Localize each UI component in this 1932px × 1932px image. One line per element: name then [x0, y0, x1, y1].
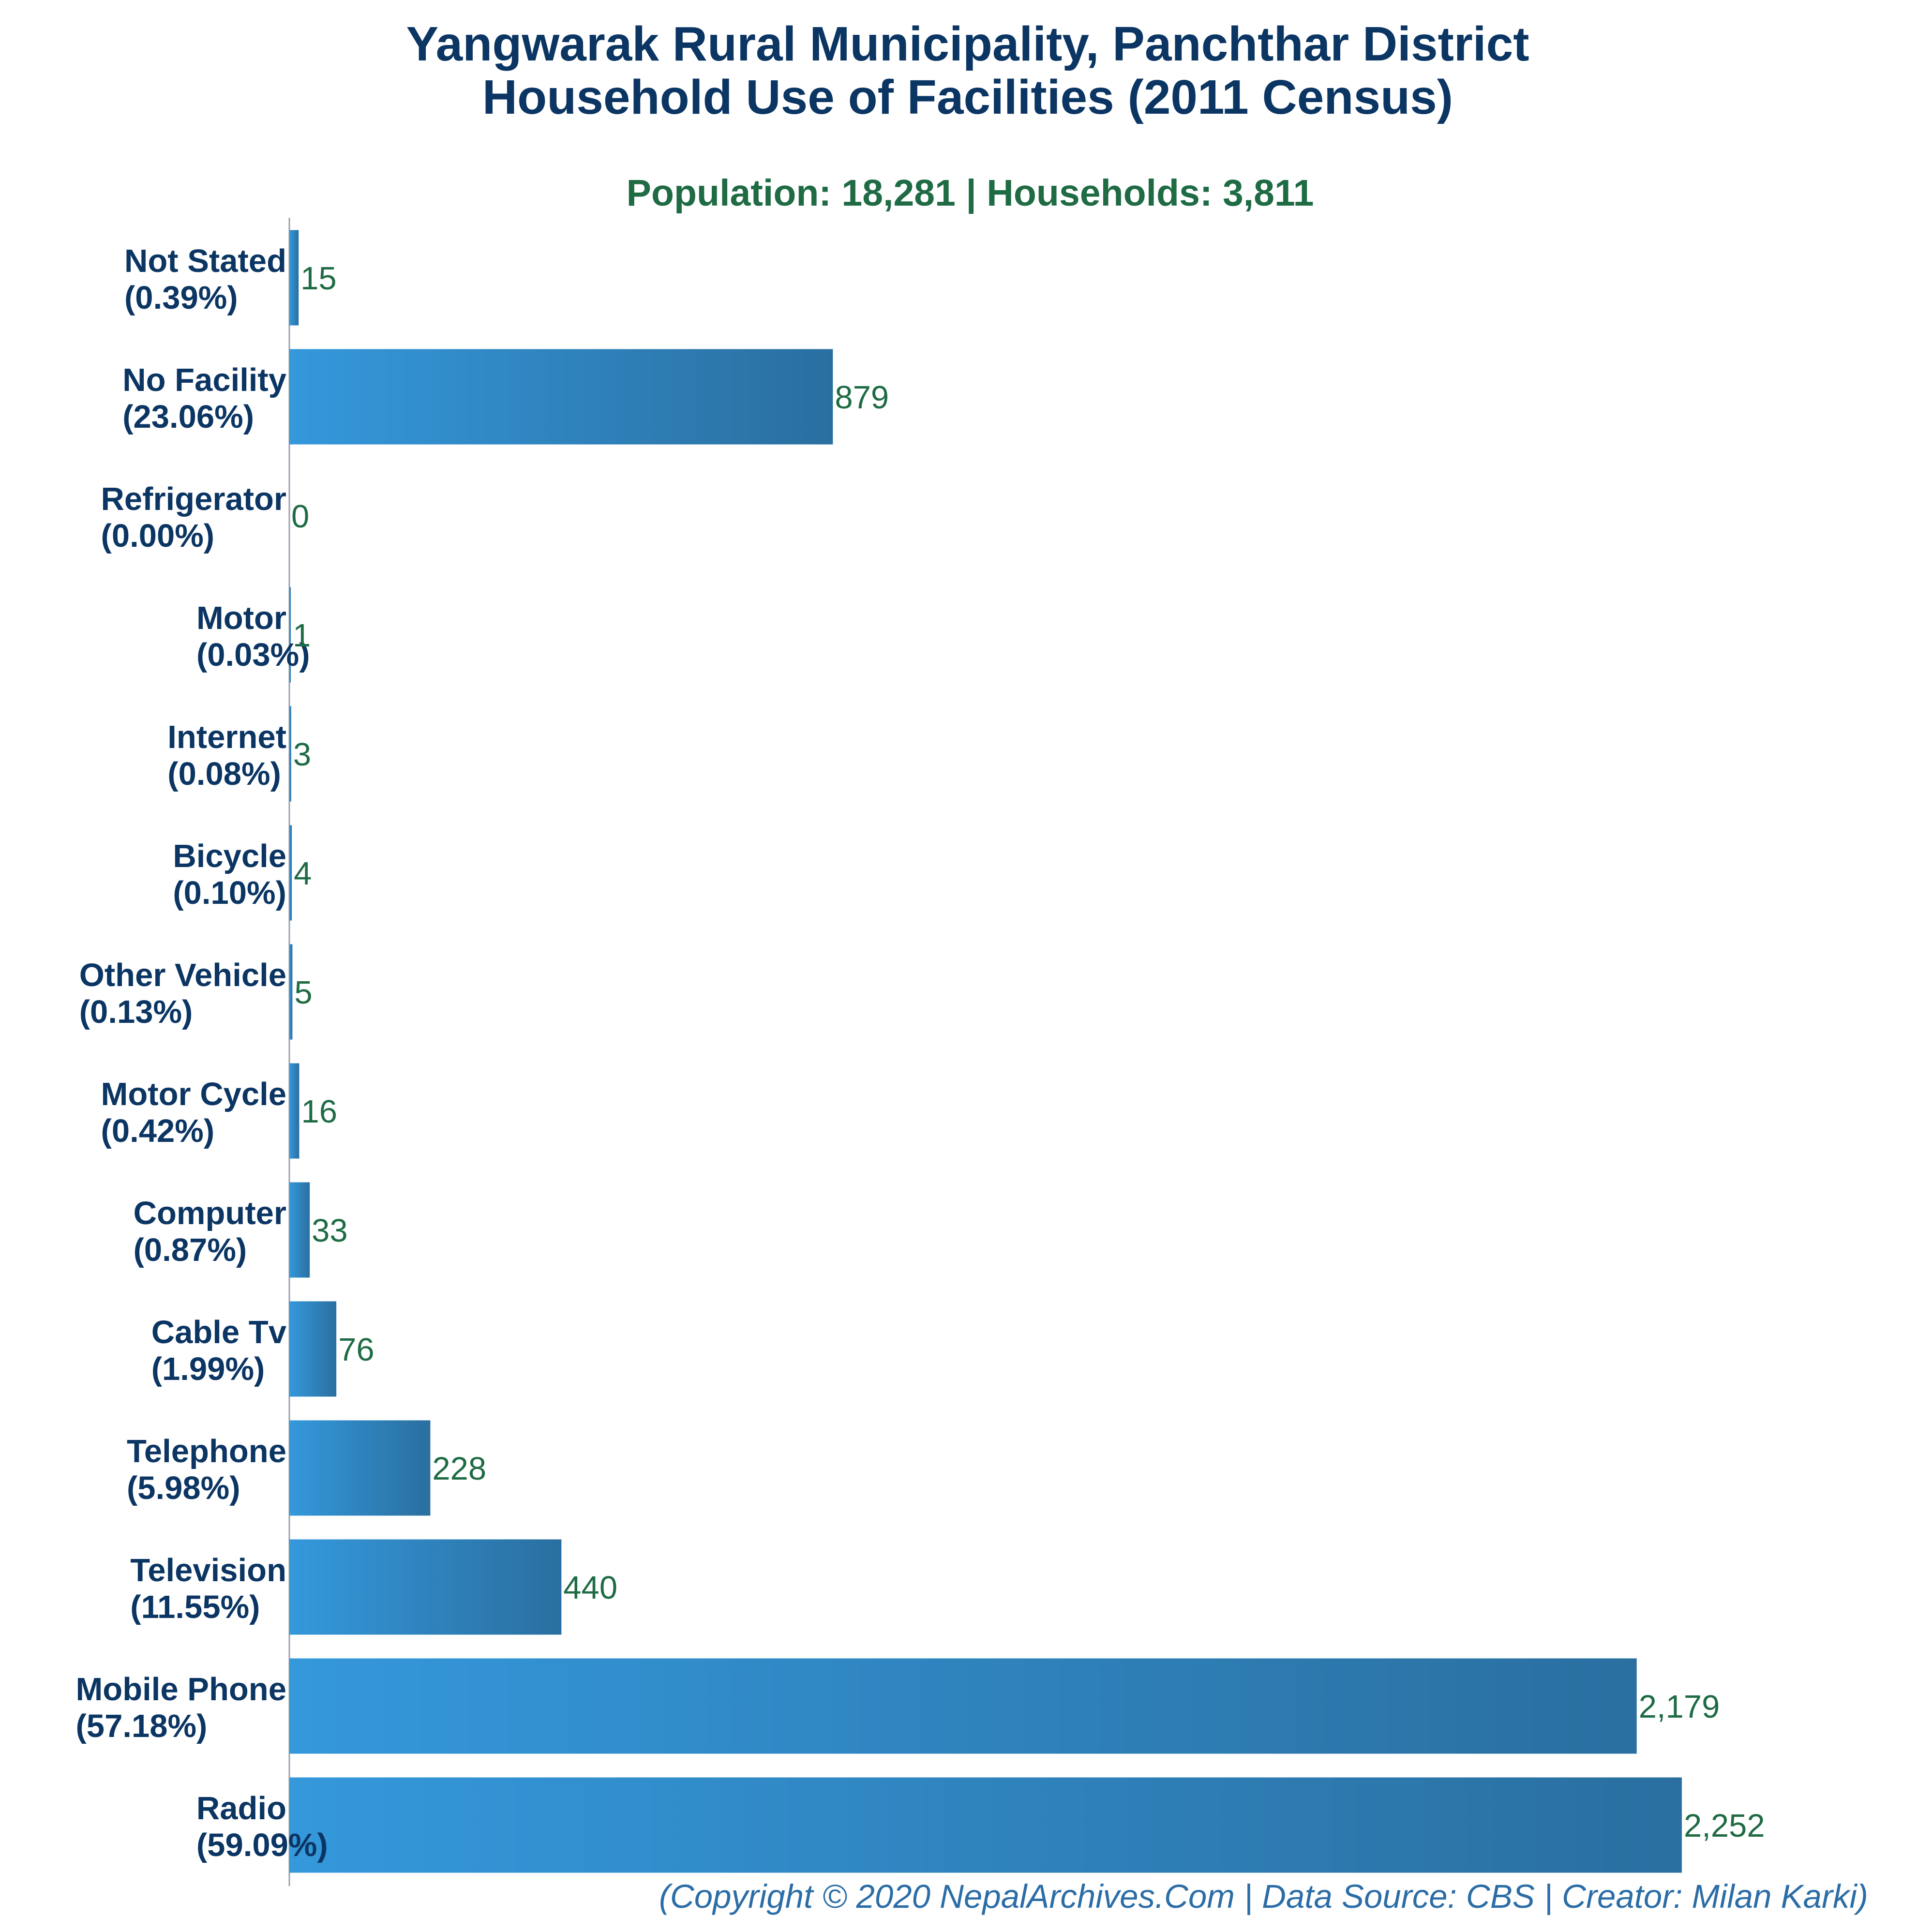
category-label-telephone: Telephone (5.98%)	[127, 1433, 286, 1506]
category-label-other-vehicle: Other Vehicle (0.13%)	[79, 957, 286, 1030]
value-label-refrigerator: 0	[291, 498, 309, 535]
category-name-computer: Computer	[134, 1195, 286, 1231]
value-label-computer: 33	[312, 1213, 348, 1249]
chart-title-line-1: Yangwarak Rural Municipality, Panchthar …	[406, 17, 1529, 71]
category-label-no-facility: No Facility (23.06%)	[122, 362, 286, 435]
category-percent-internet: (0.08%)	[167, 756, 281, 792]
category-percent-telephone: (5.98%)	[127, 1470, 240, 1506]
category-label-internet: Internet (0.08%)	[167, 719, 286, 792]
value-label-telephone: 228	[432, 1451, 486, 1487]
category-percent-mobile-phone: (57.18%)	[76, 1708, 208, 1744]
category-label-cable-tv: Cable Tv (1.99%)	[151, 1314, 286, 1387]
category-percent-refrigerator: (0.00%)	[101, 518, 215, 554]
bars-layer	[289, 230, 1682, 1873]
category-label-motor: Motor (0.03%)	[196, 600, 310, 673]
category-name-telephone: Telephone	[127, 1433, 286, 1469]
category-percent-motor: (0.03%)	[196, 637, 310, 673]
bar-no-facility	[289, 349, 833, 445]
category-percent-cable-tv: (1.99%)	[151, 1351, 265, 1387]
bar-bicycle	[289, 825, 292, 921]
category-label-not-stated: Not Stated (0.39%)	[124, 243, 286, 316]
value-label-motor: 1	[293, 617, 311, 654]
category-label-television: Television (11.55%)	[130, 1552, 286, 1625]
category-percent-no-facility: (23.06%)	[122, 399, 254, 435]
footer-credit: (Copyright © 2020 NepalArchives.Com | Da…	[659, 1878, 1868, 1915]
category-name-bicycle: Bicycle	[173, 838, 286, 874]
category-name-radio: Radio	[196, 1790, 286, 1827]
category-labels-layer: Not Stated (0.39%) No Facility (23.06%) Refr…	[76, 243, 328, 1863]
category-name-not-stated: Not Stated	[124, 243, 286, 279]
category-percent-bicycle: (0.10%)	[173, 875, 286, 911]
bar-not-stated	[289, 230, 299, 326]
bar-cable-tv	[289, 1301, 337, 1397]
category-name-television: Television	[130, 1552, 286, 1588]
bar-motor-cycle	[289, 1063, 300, 1159]
category-label-motor-cycle: Motor Cycle (0.42%)	[101, 1076, 286, 1149]
category-label-computer: Computer (0.87%)	[134, 1195, 286, 1268]
value-label-cable-tv: 76	[338, 1332, 374, 1368]
bar-mobile-phone	[289, 1658, 1637, 1754]
bar-internet	[289, 706, 291, 802]
value-label-mobile-phone: 2,179	[1639, 1689, 1720, 1725]
bar-computer	[289, 1182, 310, 1278]
value-label-motor-cycle: 16	[301, 1093, 337, 1130]
bar-other-vehicle	[289, 944, 293, 1040]
chart-subtitle: Population: 18,281 | Households: 3,811	[627, 172, 1314, 214]
value-label-radio: 2,252	[1684, 1808, 1765, 1844]
bar-motor	[289, 587, 291, 683]
category-label-bicycle: Bicycle (0.10%)	[173, 838, 286, 911]
value-label-other-vehicle: 5	[294, 974, 312, 1011]
value-label-television: 440	[563, 1570, 617, 1606]
category-label-refrigerator: Refrigerator (0.00%)	[101, 481, 286, 554]
category-percent-computer: (0.87%)	[134, 1232, 247, 1268]
category-name-mobile-phone: Mobile Phone	[76, 1671, 287, 1707]
bar-television	[289, 1539, 562, 1635]
value-label-internet: 3	[293, 736, 311, 773]
category-name-motor: Motor	[196, 600, 286, 636]
value-label-not-stated: 15	[300, 260, 337, 297]
category-percent-other-vehicle: (0.13%)	[79, 994, 193, 1030]
category-name-no-facility: No Facility	[122, 362, 286, 398]
bar-radio	[289, 1777, 1682, 1873]
value-labels-layer: 15 879 0 1 3 4 5 16 33 76 228 440 2,179 2,252	[291, 260, 1765, 1844]
chart-title-line-2: Household Use of Facilities (2011 Census…	[482, 70, 1453, 124]
category-percent-motor-cycle: (0.42%)	[101, 1113, 215, 1149]
value-label-bicycle: 4	[294, 855, 312, 892]
category-percent-not-stated: (0.39%)	[124, 280, 238, 316]
category-percent-radio: (59.09%)	[196, 1827, 328, 1863]
category-name-motor-cycle: Motor Cycle	[101, 1076, 286, 1112]
value-label-no-facility: 879	[835, 379, 889, 416]
category-name-other-vehicle: Other Vehicle	[79, 957, 286, 993]
category-label-radio: Radio (59.09%)	[196, 1790, 328, 1863]
category-name-cable-tv: Cable Tv	[151, 1314, 286, 1350]
category-name-refrigerator: Refrigerator	[101, 481, 286, 517]
category-name-internet: Internet	[167, 719, 286, 755]
category-label-mobile-phone: Mobile Phone (57.18%)	[76, 1671, 287, 1744]
category-percent-television: (11.55%)	[130, 1589, 260, 1625]
bar-telephone	[289, 1420, 431, 1516]
